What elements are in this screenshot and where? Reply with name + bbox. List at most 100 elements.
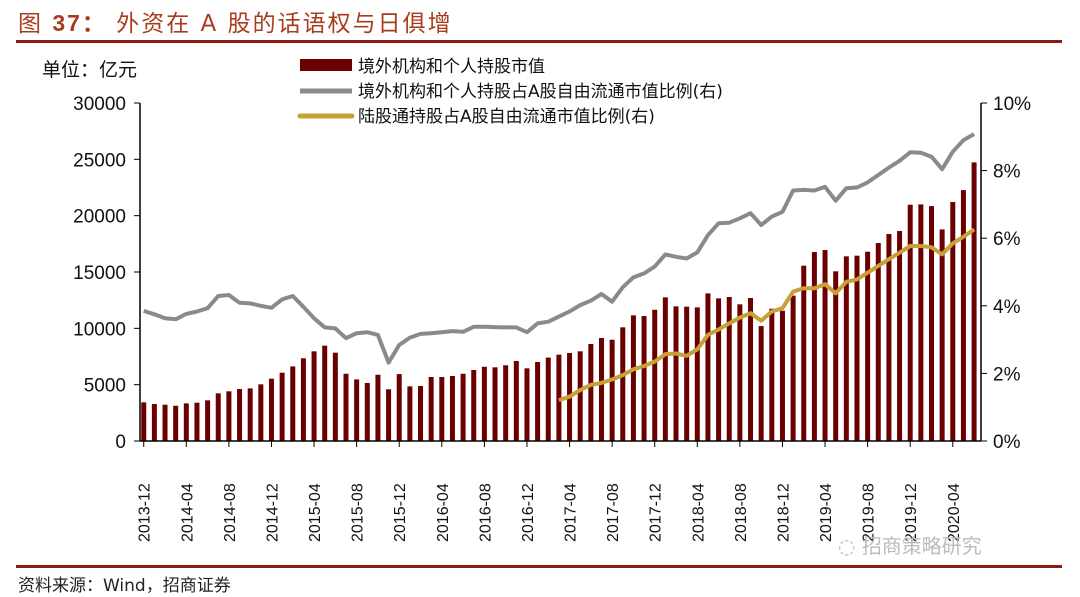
bar: [141, 402, 147, 441]
bar: [226, 391, 232, 441]
bar: [364, 382, 370, 441]
gold-line-stock-connect-share: [558, 227, 976, 403]
x-tick-label: 2018-04: [690, 483, 707, 542]
x-tick-label: 2017-04: [563, 483, 580, 542]
bar: [258, 384, 264, 441]
x-tick-label: 2016-12: [520, 483, 537, 542]
bar-series: [141, 162, 977, 441]
bar: [865, 251, 871, 441]
bar: [886, 234, 892, 441]
legend-label-bar: 境外机构和个人持股市值: [358, 57, 545, 77]
x-tick-label: 2014-12: [264, 483, 281, 542]
bar: [300, 358, 306, 441]
bar: [162, 404, 168, 441]
x-tick-label: 2014-08: [222, 483, 239, 542]
figure-title-text: 外资在 A 股的话语权与日俱增: [116, 11, 453, 37]
unit-label: 单位：亿元: [42, 59, 137, 81]
bar: [311, 351, 317, 441]
bar: [737, 304, 743, 441]
bar: [492, 367, 498, 441]
y-right-tick-label: 6%: [993, 229, 1021, 250]
bar: [524, 368, 530, 441]
bar: [290, 366, 296, 441]
x-tick-label: 2019-04: [818, 483, 835, 542]
wechat-icon: ◌: [838, 534, 862, 558]
bar: [449, 375, 455, 441]
figure-label: 图: [18, 11, 43, 37]
y-left-tick-label: 20000: [73, 207, 126, 228]
bar: [620, 327, 626, 441]
bar: [279, 372, 285, 441]
x-tick-label: 2018-12: [775, 483, 792, 542]
footer-rule: [16, 565, 1062, 568]
figure-number: 37：: [52, 10, 107, 36]
bar: [641, 316, 647, 441]
bar: [928, 206, 934, 441]
bar: [343, 373, 349, 441]
watermark-text: 招商策略研究: [861, 534, 982, 558]
bar: [833, 271, 839, 441]
line-series: [143, 132, 976, 403]
bar: [237, 389, 243, 441]
legend-label-grey: 境外机构和个人持股占A股自由流通市值比例(右): [358, 82, 723, 102]
bar: [354, 379, 360, 441]
bar: [173, 405, 179, 441]
bar: [854, 255, 860, 441]
legend: 境外机构和个人持股市值 境外机构和个人持股占A股自由流通市值比例(右) 陆股通持…: [297, 57, 723, 127]
figure-title: 图 37： 外资在 A 股的话语权与日俱增: [18, 4, 453, 38]
bar: [151, 404, 157, 441]
watermark: ◌ 招商策略研究: [838, 530, 982, 559]
x-tick-label: 2019-08: [861, 483, 878, 542]
source-note: 资料来源：Wind，招商证券: [18, 576, 231, 596]
grey-line-foreign-share: [143, 132, 976, 365]
bar: [503, 365, 509, 441]
bar: [950, 202, 956, 441]
title-rule: [16, 40, 1062, 43]
bar: [215, 393, 221, 441]
bar: [758, 326, 764, 441]
bar: [556, 354, 562, 441]
legend-swatch-bar: [300, 59, 352, 71]
bar: [194, 402, 200, 441]
y-right-tick-label: 10%: [993, 94, 1031, 115]
bar: [481, 366, 487, 441]
bar: [662, 297, 668, 441]
bar: [418, 386, 424, 441]
bar: [588, 343, 594, 441]
bar: [822, 250, 828, 441]
y-left-tick-label: 0: [115, 432, 126, 453]
x-tick-label: 2017-08: [605, 483, 622, 542]
legend-label-gold: 陆股通持股占A股自由流通市值比例(右): [358, 107, 655, 127]
bar: [684, 306, 690, 441]
bar: [332, 352, 338, 441]
y-left-tick-label: 30000: [73, 94, 126, 115]
x-tick-label: 2016-08: [477, 483, 494, 542]
y-left-tick-label: 15000: [73, 263, 126, 284]
bar: [183, 403, 189, 441]
x-tick-label: 2015-12: [392, 483, 409, 542]
y-left-tick-label: 5000: [84, 376, 126, 397]
x-tick-label: 2015-04: [307, 483, 324, 542]
y-right-tick-label: 2%: [993, 364, 1021, 385]
bar: [386, 389, 392, 441]
bar: [811, 252, 817, 441]
bar: [439, 377, 445, 441]
bar: [960, 190, 966, 441]
bar: [471, 370, 477, 441]
bar: [598, 338, 604, 441]
bar: [790, 295, 796, 441]
bar: [513, 361, 519, 441]
bar: [652, 309, 658, 441]
bar: [801, 265, 807, 441]
x-tick-label: 2013-12: [137, 483, 154, 542]
bar: [407, 386, 413, 441]
bar: [939, 229, 945, 441]
x-tick-label: 2018-08: [733, 483, 750, 542]
y-left-tick-label: 25000: [73, 150, 126, 171]
bar: [268, 378, 274, 441]
bar: [375, 374, 381, 441]
x-tick-label: 2020-04: [946, 483, 963, 542]
bar: [907, 204, 913, 441]
x-tick-label: 2015-08: [350, 483, 367, 542]
